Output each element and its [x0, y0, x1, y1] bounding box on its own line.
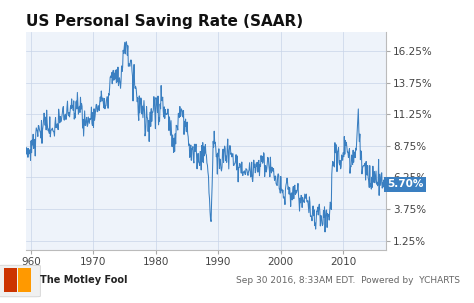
FancyBboxPatch shape — [18, 268, 31, 292]
Text: US Personal Saving Rate (SAAR): US Personal Saving Rate (SAAR) — [26, 14, 303, 29]
FancyBboxPatch shape — [0, 265, 40, 297]
Text: Sep 30 2016, 8:33AM EDT.  Powered by  YCHARTS: Sep 30 2016, 8:33AM EDT. Powered by YCHA… — [236, 276, 460, 285]
Text: The Motley Fool: The Motley Fool — [40, 275, 128, 285]
FancyBboxPatch shape — [4, 268, 17, 292]
Text: 5.70%: 5.70% — [387, 179, 423, 189]
